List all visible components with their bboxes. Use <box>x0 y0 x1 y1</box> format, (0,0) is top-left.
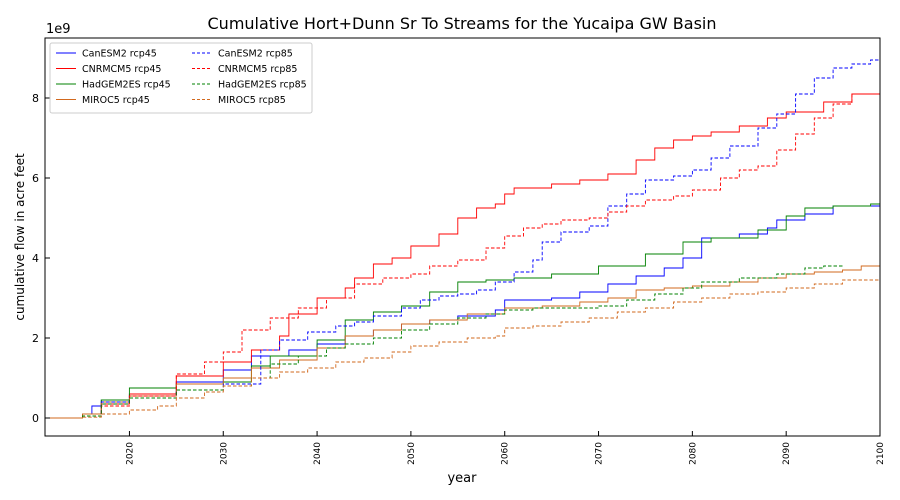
legend: CanESM2 rcp45 CNRMCM5 rcp45 HadGEM2ES rcp4… <box>49 42 313 114</box>
x-tick-label: 2070 <box>595 442 605 465</box>
series-layer <box>45 56 881 419</box>
y-tick-label: 4 <box>32 252 39 265</box>
legend-label: CNRMCM5 rcp85 <box>218 64 297 75</box>
legend-label: HadGEM2ES rcp85 <box>218 80 307 91</box>
x-axis-label: year <box>447 471 477 486</box>
x-tick-label: 2090 <box>782 442 792 465</box>
y-tick-label: 8 <box>32 92 39 105</box>
axes-layer: 2020 2030 2040 2050 2060 2070 2080 2090 2100 0 2 4 6… <box>32 37 886 465</box>
legend-box <box>49 42 313 114</box>
x-tick-label: 2080 <box>688 442 698 465</box>
y-tick-label: 2 <box>32 332 39 345</box>
series-line-5 <box>45 84 881 419</box>
series-line-0 <box>45 202 881 419</box>
legend-label: CanESM2 rcp85 <box>218 49 293 60</box>
x-tick-label: 2060 <box>501 442 511 465</box>
chart-title: Cumulative Hort+Dunn Sr To Streams for t… <box>208 14 717 33</box>
x-tick-label: 2030 <box>219 442 229 465</box>
x-tick-label: 2050 <box>407 442 417 465</box>
y-tick-label: 6 <box>32 172 39 185</box>
legend-label: HadGEM2ES rcp45 <box>82 80 171 91</box>
legend-label: CanESM2 rcp45 <box>82 49 157 60</box>
plot-frame <box>44 37 881 437</box>
x-tick-label: 2020 <box>125 442 135 465</box>
x-tick-label: 2100 <box>876 442 886 465</box>
series-line-6 <box>45 264 843 419</box>
y-multiplier-label: 1e9 <box>46 22 71 37</box>
legend-label: CNRMCM5 rcp45 <box>82 64 161 75</box>
legend-label: MIROC5 rcp85 <box>218 95 286 106</box>
series-line-4 <box>45 56 881 419</box>
y-tick-label: 0 <box>32 412 39 425</box>
y-axis-label: cumulative flow in acre feet <box>13 153 27 321</box>
series-line-2 <box>45 198 881 419</box>
series-line-1 <box>45 86 881 419</box>
x-tick-label: 2040 <box>313 442 323 465</box>
legend-label: MIROC5 rcp45 <box>82 95 150 106</box>
series-line-3 <box>45 262 881 419</box>
series-line-7 <box>45 276 881 419</box>
